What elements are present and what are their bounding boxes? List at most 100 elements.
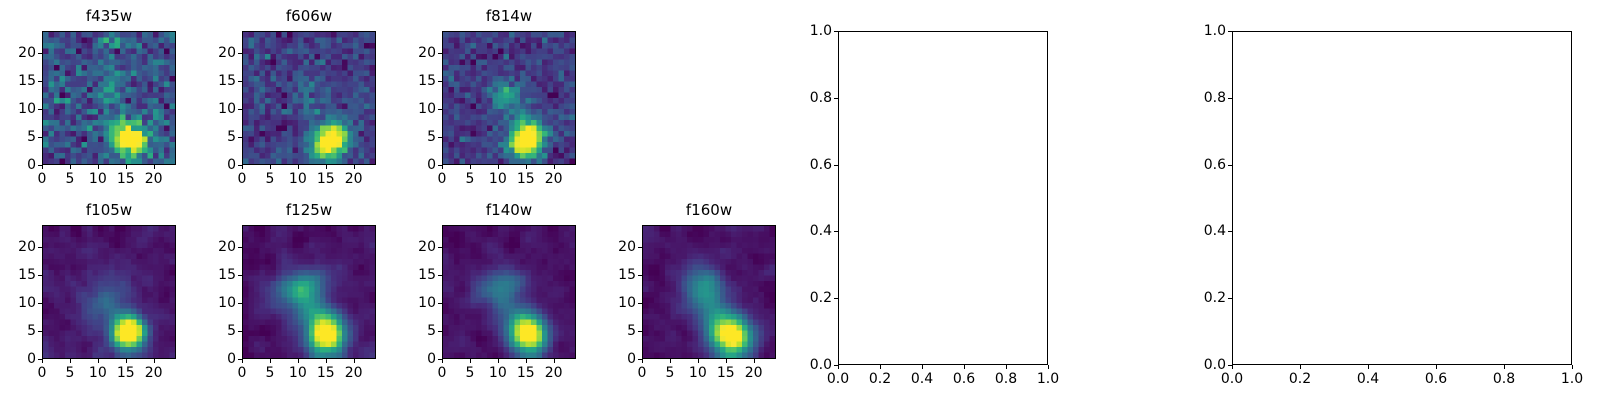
axes-frame <box>1232 31 1572 365</box>
ytick <box>238 331 242 333</box>
xtick <box>269 165 271 169</box>
cutout-image-f814w <box>442 31 576 165</box>
xtick <box>242 165 243 169</box>
xtick <box>353 359 355 363</box>
xtick-label: 10 <box>88 365 107 381</box>
xtick-label: 0.2 <box>1288 371 1312 387</box>
ytick-label: 20 <box>218 239 236 256</box>
xtick-label: 5 <box>265 365 275 381</box>
ytick <box>38 81 42 83</box>
ytick <box>38 359 42 360</box>
ytick <box>438 109 442 111</box>
ytick <box>38 109 42 111</box>
axes-frame <box>838 31 1048 365</box>
xtick <box>964 365 965 369</box>
xtick <box>325 165 327 169</box>
ytick-label: 15 <box>18 267 36 284</box>
ytick-label: 1.0 <box>809 23 832 39</box>
ytick-label: 0 <box>27 157 36 173</box>
xtick <box>125 165 127 169</box>
ytick <box>1228 31 1232 32</box>
xtick-label: 5 <box>265 171 275 187</box>
ytick <box>238 303 242 305</box>
ytick-label: 5 <box>227 129 236 146</box>
xtick-label: 5 <box>65 365 75 381</box>
cutout-title-f105w: f105w <box>85 201 133 219</box>
xtick-label: 15 <box>116 171 135 187</box>
ytick <box>1228 97 1232 99</box>
xtick <box>553 359 555 363</box>
ytick <box>1228 365 1232 366</box>
xtick <box>353 165 355 169</box>
xtick <box>922 365 923 369</box>
ytick-label: 15 <box>418 267 436 284</box>
xtick <box>669 359 671 363</box>
xtick-label: 0 <box>37 171 47 187</box>
xtick-label: 0 <box>437 365 447 381</box>
ytick-label: 10 <box>218 101 236 118</box>
xtick <box>1006 365 1007 369</box>
xtick-label: 1.0 <box>1036 371 1060 387</box>
ytick-label: 5 <box>427 323 436 340</box>
cutout-title-f814w: f814w <box>485 7 533 25</box>
cutout-image-f125w <box>242 225 376 359</box>
xtick <box>442 165 443 169</box>
xtick-label: 20 <box>344 171 363 187</box>
cutout-panel-f435w: f435w 0 5 10 15 20 0 5 10 15 20 <box>18 7 176 187</box>
ytick <box>834 164 838 166</box>
ytick <box>438 303 442 305</box>
ytick <box>238 359 242 360</box>
cutout-title-f435w: f435w <box>85 7 133 25</box>
xtick-label: 0.0 <box>1220 371 1244 387</box>
ytick <box>1228 298 1232 300</box>
ytick <box>834 365 838 366</box>
ytick <box>438 359 442 360</box>
ytick-label: 1.0 <box>1203 23 1226 39</box>
xtick <box>525 359 527 363</box>
xtick-label: 0.8 <box>994 371 1018 387</box>
cutout-title-f160w: f160w <box>685 201 733 219</box>
xtick-label: 20 <box>544 365 563 381</box>
ytick-label: 10 <box>218 295 236 312</box>
ytick-label: 15 <box>218 267 236 284</box>
ytick-label: 20 <box>418 45 436 62</box>
xtick <box>1572 365 1573 369</box>
ytick-label: 5 <box>227 323 236 340</box>
ytick-label: 0.0 <box>1203 357 1226 373</box>
ytick-label: 15 <box>218 73 236 90</box>
ytick <box>38 275 42 277</box>
ytick <box>438 81 442 83</box>
ytick <box>238 275 242 277</box>
ytick <box>38 165 42 166</box>
empty-axes-2: 0.0 0.2 0.4 0.6 0.8 1.0 0.0 0.2 0.4 0.6 0.8 1.0 <box>1204 23 1583 387</box>
ytick-label: 15 <box>418 73 436 90</box>
xtick <box>1436 365 1437 369</box>
xtick <box>497 165 499 169</box>
ytick-label: 0.8 <box>809 89 832 106</box>
ytick <box>238 81 242 83</box>
xtick <box>553 165 555 169</box>
ytick-label: 5 <box>627 323 636 340</box>
ytick-label: 0 <box>227 157 236 173</box>
xtick-label: 15 <box>316 365 335 381</box>
xtick <box>697 359 699 363</box>
ytick-label: 5 <box>27 129 36 146</box>
ytick <box>638 275 642 277</box>
xtick-label: 5 <box>465 171 475 187</box>
ytick <box>238 137 242 139</box>
xtick-label: 20 <box>144 365 163 381</box>
ytick-label: 0.8 <box>1203 89 1226 106</box>
cutout-title-f125w: f125w <box>285 201 333 219</box>
xtick-label: 10 <box>488 365 507 381</box>
xtick-label: 20 <box>544 171 563 187</box>
cutout-panel-f606w: f606w 0 5 10 15 20 0 5 10 15 20 <box>218 7 376 187</box>
ytick-label: 15 <box>618 267 636 284</box>
ytick <box>834 97 838 99</box>
ytick-label: 5 <box>27 323 36 340</box>
xtick-label: 10 <box>488 171 507 187</box>
ytick-label: 20 <box>18 45 36 62</box>
xtick <box>469 165 471 169</box>
xtick <box>1048 365 1049 369</box>
cutout-panel-f140w: f140w 0 5 10 15 20 0 5 10 15 20 <box>418 201 576 381</box>
